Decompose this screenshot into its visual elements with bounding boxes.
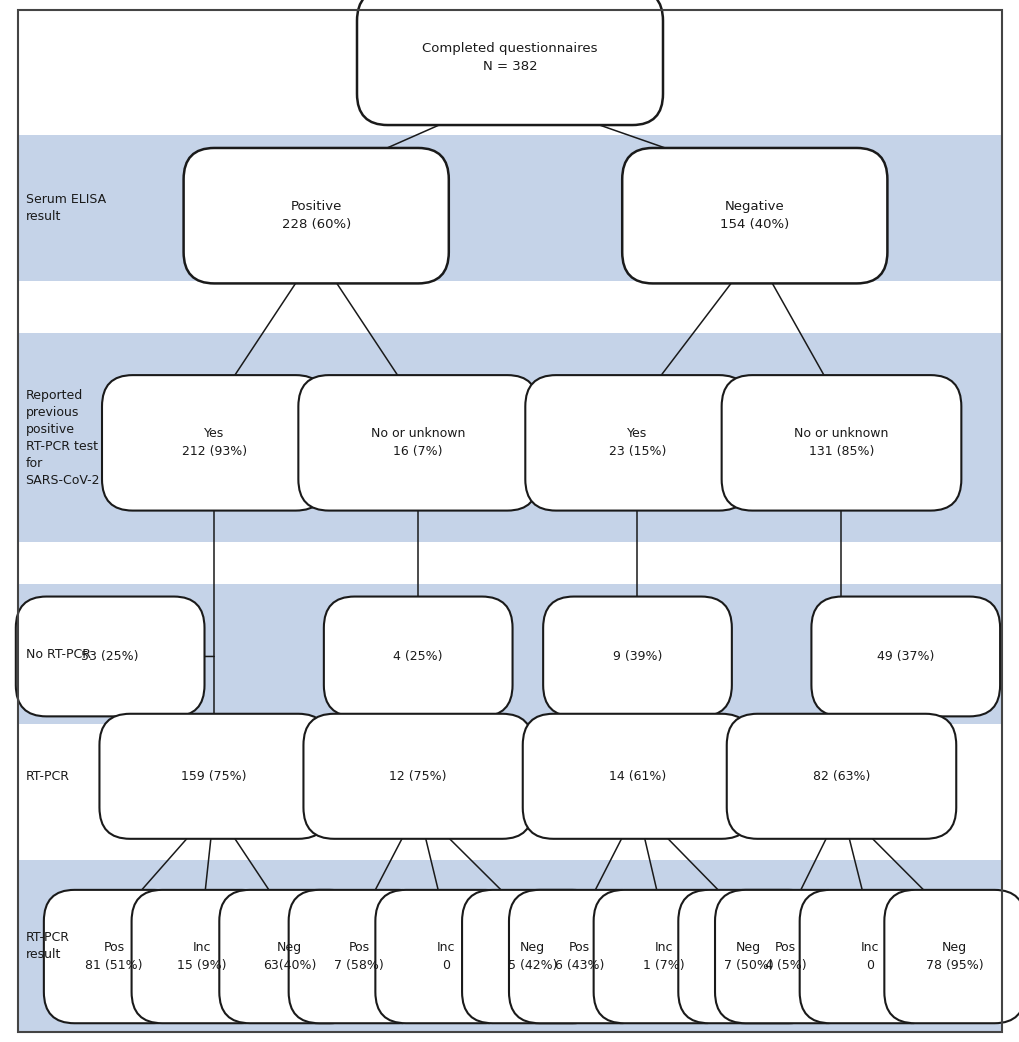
Text: 82 (63%): 82 (63%)	[812, 770, 869, 783]
Text: 4 (25%): 4 (25%)	[393, 650, 442, 663]
Text: Serum ELISA
result: Serum ELISA result	[25, 194, 106, 223]
Text: 14 (61%): 14 (61%)	[608, 770, 665, 783]
Text: 53 (25%): 53 (25%)	[82, 650, 139, 663]
Text: Inc
1 (7%): Inc 1 (7%)	[643, 941, 684, 972]
Bar	[18, 333, 1001, 542]
FancyBboxPatch shape	[299, 375, 538, 511]
Text: Yes
212 (93%): Yes 212 (93%)	[181, 427, 247, 458]
FancyBboxPatch shape	[883, 890, 1019, 1023]
Text: Positive
228 (60%): Positive 228 (60%)	[281, 200, 351, 231]
FancyBboxPatch shape	[508, 890, 649, 1023]
FancyBboxPatch shape	[522, 714, 752, 839]
FancyBboxPatch shape	[542, 596, 732, 717]
Text: Neg
78 (95%): Neg 78 (95%)	[925, 941, 982, 972]
Text: Pos
81 (51%): Pos 81 (51%)	[86, 941, 143, 972]
FancyBboxPatch shape	[678, 890, 818, 1023]
FancyBboxPatch shape	[44, 890, 184, 1023]
Bar	[18, 860, 1001, 1032]
FancyBboxPatch shape	[357, 0, 662, 125]
Text: RT-PCR: RT-PCR	[25, 770, 69, 783]
Bar	[18, 584, 1001, 724]
FancyBboxPatch shape	[288, 890, 429, 1023]
FancyBboxPatch shape	[462, 890, 602, 1023]
Text: 159 (75%): 159 (75%)	[181, 770, 247, 783]
FancyBboxPatch shape	[219, 890, 360, 1023]
Text: Reported
previous
positive
RT-PCR test
for
SARS-CoV-2: Reported previous positive RT-PCR test f…	[25, 389, 100, 487]
Text: RT-PCR
result: RT-PCR result	[25, 932, 69, 961]
FancyBboxPatch shape	[714, 890, 855, 1023]
Text: Neg
7 (50%): Neg 7 (50%)	[723, 941, 772, 972]
FancyBboxPatch shape	[726, 714, 956, 839]
FancyBboxPatch shape	[622, 148, 887, 283]
FancyBboxPatch shape	[799, 890, 940, 1023]
FancyBboxPatch shape	[721, 375, 960, 511]
FancyBboxPatch shape	[102, 375, 326, 511]
Text: Negative
154 (40%): Negative 154 (40%)	[719, 200, 789, 231]
Text: Neg
5 (42%): Neg 5 (42%)	[507, 941, 556, 972]
Text: No RT-PCR: No RT-PCR	[25, 648, 91, 661]
FancyBboxPatch shape	[131, 890, 272, 1023]
Text: 9 (39%): 9 (39%)	[612, 650, 661, 663]
Text: Inc
15 (9%): Inc 15 (9%)	[177, 941, 226, 972]
Text: Completed questionnaires
N = 382: Completed questionnaires N = 382	[422, 42, 597, 73]
Text: Pos
4 (5%): Pos 4 (5%)	[764, 941, 805, 972]
Text: No or unknown
16 (7%): No or unknown 16 (7%)	[371, 427, 465, 458]
FancyBboxPatch shape	[16, 596, 205, 717]
Text: 12 (75%): 12 (75%)	[389, 770, 446, 783]
FancyBboxPatch shape	[324, 596, 512, 717]
Text: No or unknown
131 (85%): No or unknown 131 (85%)	[794, 427, 888, 458]
Text: Yes
23 (15%): Yes 23 (15%)	[608, 427, 665, 458]
Bar	[18, 135, 1001, 281]
FancyBboxPatch shape	[811, 596, 999, 717]
FancyBboxPatch shape	[525, 375, 749, 511]
Text: Pos
6 (43%): Pos 6 (43%)	[554, 941, 603, 972]
FancyBboxPatch shape	[304, 714, 533, 839]
FancyBboxPatch shape	[100, 714, 329, 839]
Text: Inc
0: Inc 0	[436, 941, 454, 972]
Text: Neg
63(40%): Neg 63(40%)	[263, 941, 316, 972]
FancyBboxPatch shape	[375, 890, 516, 1023]
FancyBboxPatch shape	[183, 148, 448, 283]
Text: Inc
0: Inc 0	[860, 941, 878, 972]
Text: Pos
7 (58%): Pos 7 (58%)	[334, 941, 383, 972]
FancyBboxPatch shape	[593, 890, 734, 1023]
Text: 49 (37%): 49 (37%)	[876, 650, 933, 663]
